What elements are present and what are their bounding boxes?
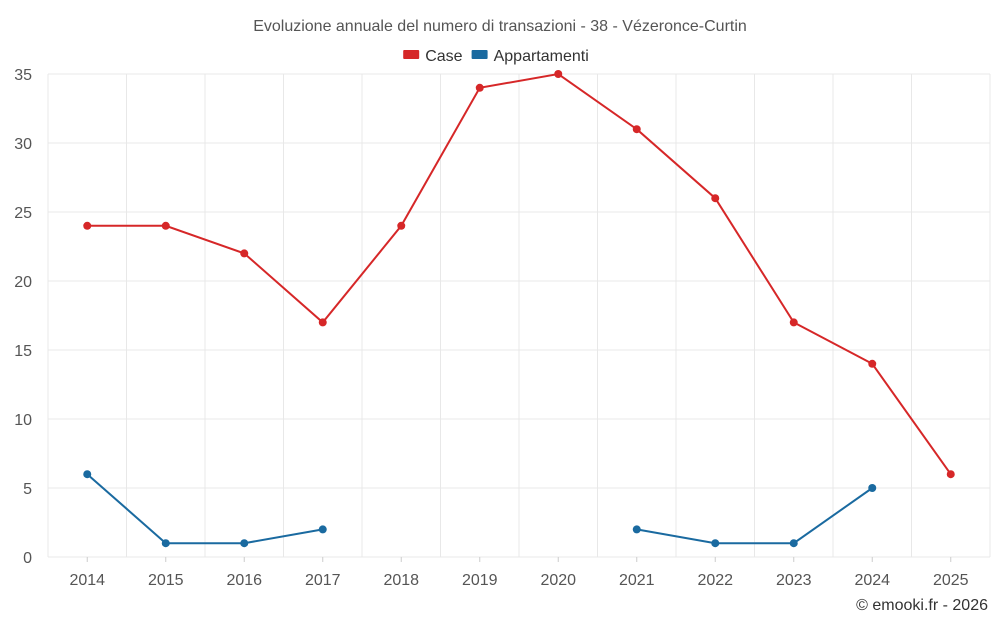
series-group [83,70,955,548]
data-point[interactable] [946,470,955,479]
data-point[interactable] [161,221,170,230]
data-point[interactable] [632,125,641,134]
data-point[interactable] [554,70,563,78]
data-point[interactable] [161,539,170,548]
data-point[interactable] [868,484,877,492]
series-line [87,72,952,475]
data-point[interactable] [711,539,720,548]
x-tick-label: 2017 [305,572,341,589]
data-point[interactable] [83,221,92,230]
grid [47,73,991,558]
data-point[interactable] [632,525,641,534]
legend: Case Appartamenti [403,48,589,65]
legend-swatch [471,50,488,59]
y-tick-label: 10 [14,412,32,429]
data-point[interactable] [240,539,249,548]
x-tick-label: 2021 [619,572,655,589]
data-point[interactable] [789,318,798,327]
y-tick-label: 25 [14,205,32,222]
y-tick-label: 0 [23,550,32,567]
data-point[interactable] [789,539,798,548]
y-tick-label: 15 [14,343,32,360]
y-tick-label: 35 [14,67,32,84]
x-tick-label: 2018 [383,572,419,589]
x-tick-label: 2023 [776,572,812,589]
data-point[interactable] [83,470,92,479]
legend-label: Appartamenti [494,48,589,65]
data-point[interactable] [711,194,720,203]
data-point[interactable] [397,221,406,230]
x-tick-label: 2015 [148,572,184,589]
data-point[interactable] [475,83,484,92]
data-point[interactable] [318,318,327,327]
x-tick-label: 2024 [854,572,890,589]
x-axis: 2014 2015 2016 2017 2018 2019 2020 2021 2022 2023… [69,557,969,589]
x-tick-label: 2019 [462,572,498,589]
series-appartamenti [83,470,877,548]
legend-swatch [403,50,420,59]
y-tick-label: 30 [14,136,32,153]
data-point[interactable] [868,359,877,368]
x-tick-label: 2022 [697,572,733,589]
credit-text: © emooki.fr - 2026 [856,597,988,614]
series-line [86,473,873,545]
y-tick-label: 20 [14,274,32,291]
legend-label: Case [425,48,462,65]
y-tick-label: 5 [23,481,32,498]
y-axis: 0 5 10 15 20 25 30 35 [14,67,32,567]
data-point[interactable] [318,525,327,534]
legend-item[interactable]: Case [403,48,463,65]
x-tick-label: 2014 [69,572,105,589]
series-case [83,70,955,479]
chart-title: Evoluzione annuale del numero di transaz… [253,18,747,35]
legend-item[interactable]: Appartamenti [471,48,589,65]
data-point[interactable] [240,249,249,258]
x-tick-label: 2020 [540,572,576,589]
x-tick-label: 2016 [226,572,262,589]
x-tick-label: 2025 [933,572,969,589]
